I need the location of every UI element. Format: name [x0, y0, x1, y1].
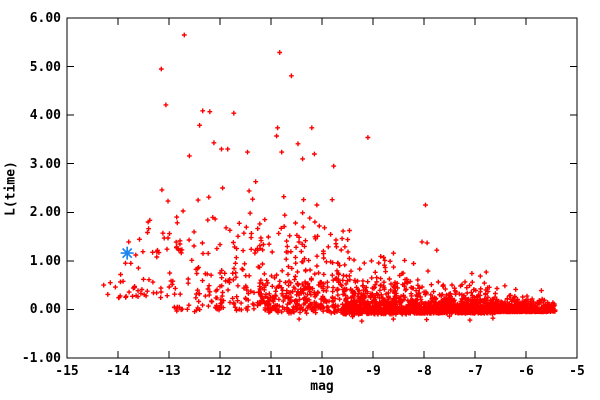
x-tick-label: -5 [569, 364, 585, 379]
y-tick-label: 2.00 [29, 205, 61, 221]
y-tick-label: 4.00 [29, 108, 61, 124]
y-tick-label: -1.00 [21, 351, 61, 366]
x-tick-label: -7 [467, 364, 483, 379]
x-tick-label: -14 [106, 364, 130, 379]
x-tick-label: -13 [157, 364, 181, 379]
x-tick-label: -15 [55, 364, 79, 379]
x-tick-label: -8 [416, 364, 432, 379]
axes-frame-and-ticks [66, 17, 578, 359]
x-tick-label: -9 [365, 364, 381, 379]
x-tick-label: -12 [208, 364, 232, 379]
y-axis-title: L(time) [3, 161, 19, 216]
y-tick-label: 6.00 [29, 11, 61, 26]
y-tick-label: 3.00 [29, 156, 61, 172]
y-tick-label: 0.00 [29, 302, 61, 318]
scatter-points [101, 32, 558, 324]
y-tick-label: 5.00 [29, 59, 61, 75]
y-tick-label: 1.00 [29, 253, 61, 269]
x-tick-label: -6 [518, 364, 534, 379]
highlight-asterisk-marker [120, 246, 134, 260]
x-axis-title: mag [310, 379, 334, 394]
x-tick-label: -10 [310, 364, 334, 379]
x-tick-label: -11 [259, 364, 283, 379]
